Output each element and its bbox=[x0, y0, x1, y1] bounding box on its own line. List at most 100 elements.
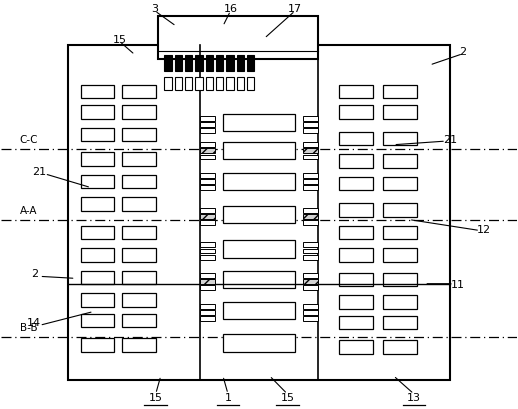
Bar bbox=[223, 173, 295, 191]
Bar bbox=[199, 155, 215, 160]
Bar bbox=[68, 45, 450, 380]
Bar bbox=[81, 85, 114, 99]
Bar bbox=[303, 117, 319, 121]
Bar bbox=[223, 241, 295, 258]
Bar bbox=[199, 208, 215, 213]
Text: 16: 16 bbox=[224, 4, 238, 14]
Bar bbox=[81, 198, 114, 211]
Text: 13: 13 bbox=[407, 392, 421, 402]
Bar bbox=[159, 17, 319, 60]
Bar bbox=[247, 78, 254, 90]
Bar bbox=[185, 56, 192, 72]
Text: 2: 2 bbox=[459, 47, 467, 56]
Bar bbox=[303, 285, 319, 290]
Bar bbox=[81, 106, 114, 119]
Bar bbox=[339, 273, 372, 287]
Bar bbox=[383, 155, 416, 169]
Text: 15: 15 bbox=[149, 392, 163, 402]
Bar bbox=[122, 249, 156, 262]
Bar bbox=[122, 338, 156, 352]
Bar bbox=[223, 271, 295, 288]
Bar bbox=[195, 78, 203, 90]
Bar bbox=[81, 153, 114, 166]
Bar bbox=[303, 173, 319, 178]
Bar bbox=[199, 173, 215, 178]
Bar bbox=[195, 56, 203, 72]
Text: 14: 14 bbox=[27, 318, 41, 328]
Bar bbox=[122, 128, 156, 142]
Bar bbox=[199, 143, 215, 148]
Bar bbox=[383, 106, 416, 119]
Bar bbox=[216, 78, 223, 90]
Bar bbox=[199, 249, 215, 254]
Bar bbox=[81, 271, 114, 285]
Bar bbox=[339, 316, 372, 329]
Bar bbox=[199, 129, 215, 134]
Bar bbox=[303, 279, 319, 284]
Bar bbox=[199, 117, 215, 121]
Bar bbox=[122, 198, 156, 211]
Bar bbox=[303, 123, 319, 128]
Bar bbox=[223, 115, 295, 132]
Bar bbox=[122, 271, 156, 285]
Text: 15: 15 bbox=[280, 392, 294, 402]
Bar bbox=[81, 294, 114, 307]
Text: 12: 12 bbox=[477, 224, 491, 234]
Bar bbox=[383, 226, 416, 240]
Bar bbox=[81, 226, 114, 240]
Bar bbox=[303, 186, 319, 191]
Bar bbox=[122, 85, 156, 99]
Bar bbox=[223, 143, 295, 160]
Bar bbox=[122, 294, 156, 307]
Bar bbox=[185, 78, 192, 90]
Bar bbox=[339, 204, 372, 217]
Bar bbox=[303, 208, 319, 213]
Bar bbox=[175, 56, 182, 72]
Bar bbox=[339, 85, 372, 99]
Text: 3: 3 bbox=[151, 4, 158, 14]
Bar bbox=[303, 310, 319, 315]
Bar bbox=[339, 106, 372, 119]
Bar bbox=[199, 149, 215, 154]
Bar bbox=[303, 129, 319, 134]
Bar bbox=[303, 155, 319, 160]
Bar bbox=[199, 243, 215, 248]
Bar bbox=[199, 279, 215, 284]
Bar bbox=[303, 304, 319, 309]
Bar bbox=[81, 128, 114, 142]
Bar bbox=[199, 186, 215, 191]
Text: 17: 17 bbox=[288, 4, 302, 14]
Bar bbox=[383, 178, 416, 191]
Bar bbox=[199, 220, 215, 225]
Bar bbox=[81, 314, 114, 327]
Bar bbox=[339, 155, 372, 169]
Bar bbox=[164, 56, 171, 72]
Bar bbox=[237, 78, 244, 90]
Bar bbox=[175, 78, 182, 90]
Text: 21: 21 bbox=[33, 167, 47, 177]
Bar bbox=[199, 214, 215, 219]
Bar bbox=[383, 296, 416, 309]
Bar bbox=[122, 153, 156, 166]
Bar bbox=[199, 310, 215, 315]
Bar bbox=[383, 316, 416, 329]
Bar bbox=[122, 175, 156, 189]
Text: 1: 1 bbox=[224, 392, 232, 402]
Bar bbox=[383, 85, 416, 99]
Bar bbox=[199, 285, 215, 290]
Text: 21: 21 bbox=[443, 134, 457, 144]
Bar bbox=[122, 106, 156, 119]
Bar bbox=[303, 255, 319, 260]
Bar bbox=[199, 180, 215, 184]
Bar bbox=[303, 180, 319, 184]
Bar bbox=[122, 226, 156, 240]
Text: 2: 2 bbox=[31, 269, 38, 279]
Bar bbox=[199, 304, 215, 309]
Bar bbox=[383, 273, 416, 287]
Bar bbox=[223, 206, 295, 223]
Bar bbox=[81, 249, 114, 262]
Bar bbox=[199, 273, 215, 278]
Bar bbox=[339, 178, 372, 191]
Bar bbox=[303, 316, 319, 321]
Bar bbox=[216, 56, 223, 72]
